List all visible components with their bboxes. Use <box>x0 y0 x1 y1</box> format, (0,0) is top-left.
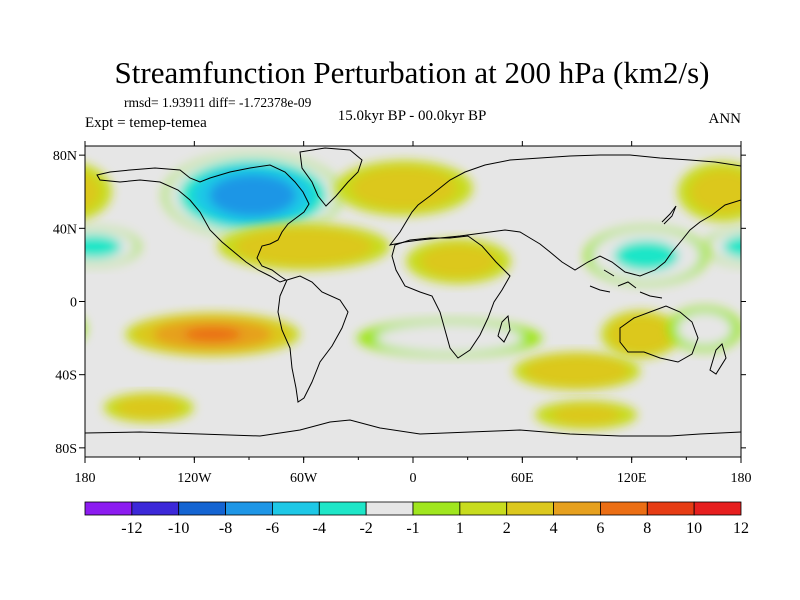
anomaly-southern-ocean-high <box>513 351 641 391</box>
contour-level--2 <box>376 323 523 353</box>
contour-level-2 <box>552 405 621 425</box>
coastline-madagascar <box>497 314 511 343</box>
colorbar-label: 1 <box>456 520 464 537</box>
x-tick-label: 180 <box>731 471 752 486</box>
colorbar-label: -12 <box>121 520 142 537</box>
anomaly-far-east-pacific-high <box>85 161 741 222</box>
experiment-text: Expt = temep-temea <box>85 115 207 131</box>
period-text: 15.0kyr BP - 00.0kyr BP <box>338 108 487 124</box>
colorbar-label: -4 <box>313 520 326 537</box>
anomaly-pacific-antarctic-high <box>103 392 194 423</box>
colorbar-swatch <box>131 501 180 516</box>
coastline-japan <box>661 205 677 225</box>
contour-level-2 <box>690 169 741 214</box>
contour-level-2 <box>608 314 674 355</box>
contour-level--8 <box>209 174 296 217</box>
x-tick-label: 120W <box>177 471 212 486</box>
y-tick-label: 0 <box>70 296 77 311</box>
y-tick-label: 40S <box>55 369 77 384</box>
x-tick-label: 120E <box>617 471 647 486</box>
colorbar-swatch <box>506 501 554 516</box>
colorbar-label: -2 <box>359 520 372 537</box>
contour-level-2 <box>116 396 182 419</box>
coastlines <box>85 147 741 437</box>
contour-level-2 <box>524 355 630 387</box>
contour-level--4 <box>614 240 679 272</box>
contour-level-2 <box>351 166 457 210</box>
colorbar-swatch <box>459 501 508 516</box>
x-tick-label: 0 <box>410 471 417 486</box>
colorbar-swatch <box>600 501 648 516</box>
colorbar-swatch <box>225 501 273 516</box>
x-tick-label: 180 <box>75 471 96 486</box>
anomaly-north-pacific-low <box>85 226 741 267</box>
coastline-new-zealand <box>709 343 727 375</box>
colorbar-label: 8 <box>643 520 651 537</box>
anomaly-europe-high <box>334 160 473 216</box>
contour-wrap <box>709 229 741 264</box>
colorbar-swatch <box>693 501 742 516</box>
anomaly-field <box>21 151 741 430</box>
coastline-eurasia <box>388 154 741 277</box>
chart-title: Streamfunction Perturbation at 200 hPa (… <box>115 55 710 90</box>
anomaly-west-pacific-high <box>534 400 638 430</box>
contour-level-2 <box>234 227 373 266</box>
colorbar-label: -10 <box>168 520 189 537</box>
colorbar-label: -1 <box>406 520 419 537</box>
stats-text: rmsd= 1.93911 diff= -1.72378e-09 <box>124 95 312 110</box>
colorbar-swatch <box>178 501 226 516</box>
colorbar-label: -6 <box>266 520 279 537</box>
x-tick-label: 60E <box>511 471 534 486</box>
y-tick-label: 80S <box>55 442 77 457</box>
colorbar-swatch <box>318 501 367 516</box>
coastline-australia <box>619 305 699 363</box>
anomaly-south-atlantic-low <box>356 319 543 357</box>
coastline-greenland <box>299 147 363 207</box>
anomaly-atlantic-subtropical-high <box>217 223 390 271</box>
coastline-north-america <box>96 164 310 283</box>
contour-wrap <box>85 173 100 210</box>
colorbar-label: 6 <box>596 520 604 537</box>
coastline-south-america <box>277 275 349 403</box>
season-text: ANN <box>709 111 742 127</box>
contour-level-2 <box>420 244 497 278</box>
contour-level-6 <box>183 327 242 342</box>
contour-wrap <box>722 235 741 258</box>
y-tick-label: 40N <box>53 222 77 237</box>
colorbar-label: -8 <box>219 520 232 537</box>
map-axes: 180 120W 60W 0 60E 120E 180 80N 40N 0 40S 80S <box>53 141 752 486</box>
colorbar-label: 4 <box>550 520 558 537</box>
colorbar: -12 -10 -8 -6 -4 -2 -1 1 2 4 6 8 10 12 <box>84 501 749 537</box>
x-tick-label: 60W <box>290 471 318 486</box>
anomaly-eastern-pacific-high <box>125 312 300 357</box>
colorbar-label: 10 <box>686 520 702 537</box>
coastline-africa <box>391 235 511 359</box>
contour-level--2 <box>677 312 732 346</box>
map-panel: 180 120W 60W 0 60E 120E 180 80N 40N 0 40S 80S <box>21 141 752 486</box>
colorbar-swatch <box>646 501 695 516</box>
colorbar-label: 2 <box>503 520 511 537</box>
colorbar-swatch <box>365 501 414 516</box>
y-tick-label: 80N <box>53 149 77 164</box>
contour-wrap <box>85 323 87 335</box>
contour-wrap <box>21 313 75 346</box>
coastline-indonesia <box>589 269 663 299</box>
coastline-antarctica <box>85 419 741 437</box>
colorbar-swatch <box>272 501 320 516</box>
anomaly-east-asia-low <box>584 226 709 286</box>
colorbar-swatch <box>553 501 601 516</box>
contour-level--4 <box>85 234 122 259</box>
colorbar-swatch <box>412 501 461 516</box>
colorbar-swatch <box>84 501 133 516</box>
colorbar-label: 12 <box>733 520 749 537</box>
